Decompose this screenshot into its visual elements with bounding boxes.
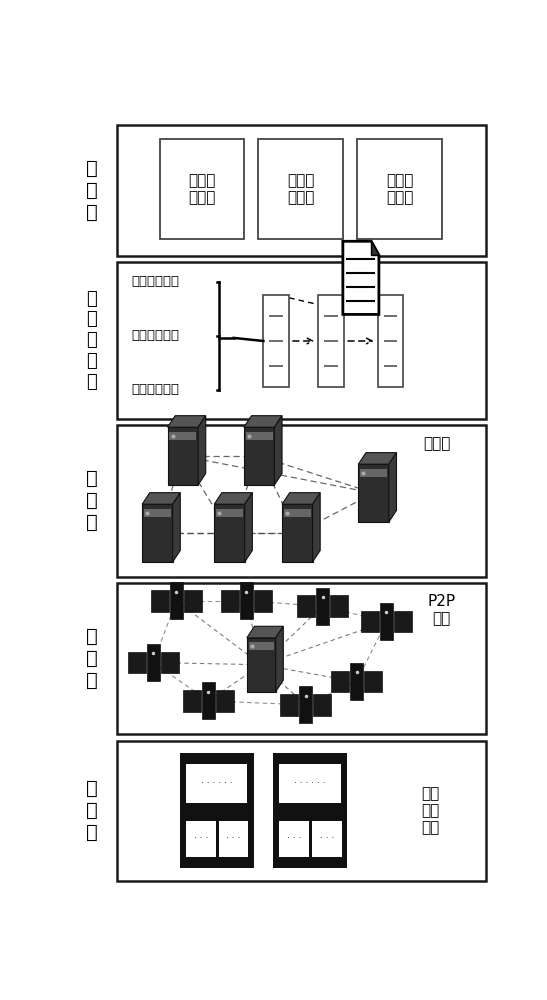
Bar	[240, 582, 253, 619]
Bar	[216, 509, 243, 517]
Polygon shape	[389, 453, 397, 522]
Text: 共
识
层: 共 识 层	[86, 469, 97, 532]
Bar	[280, 764, 341, 803]
Bar	[394, 611, 412, 632]
Bar	[151, 590, 169, 612]
Bar	[184, 590, 202, 612]
Bar	[216, 690, 234, 712]
Polygon shape	[214, 493, 252, 504]
Text: 网
络
层: 网 络 层	[86, 627, 97, 690]
Text: P2P
网络: P2P 网络	[427, 594, 456, 626]
Bar	[117, 125, 486, 256]
Polygon shape	[312, 493, 320, 562]
Bar	[167, 427, 198, 485]
Bar	[358, 139, 443, 239]
Text: 数
据
层: 数 据 层	[86, 779, 97, 842]
Bar	[161, 652, 178, 673]
Bar	[298, 595, 315, 617]
Text: 功
能
实
现
层: 功 能 实 现 层	[86, 290, 97, 391]
Bar	[246, 432, 273, 440]
Bar	[147, 644, 160, 681]
Bar	[142, 504, 173, 562]
Bar	[254, 590, 272, 612]
Bar	[221, 590, 239, 612]
Bar	[280, 694, 298, 716]
Text: · · ·: · · ·	[319, 834, 334, 843]
Bar	[350, 663, 363, 700]
Polygon shape	[167, 416, 206, 427]
Bar	[186, 764, 247, 803]
Polygon shape	[275, 416, 282, 485]
Bar	[247, 638, 276, 692]
Text: 节点路由动作: 节点路由动作	[131, 275, 179, 288]
Polygon shape	[142, 493, 181, 504]
Bar	[186, 821, 216, 857]
Polygon shape	[358, 453, 397, 464]
Polygon shape	[343, 241, 379, 314]
Bar	[183, 690, 201, 712]
Bar	[284, 509, 311, 517]
Text: · · · · · ·: · · · · · ·	[294, 779, 326, 788]
Bar	[331, 671, 349, 692]
Bar	[248, 642, 274, 650]
Text: 联盟链: 联盟链	[423, 436, 451, 451]
Bar	[273, 753, 347, 868]
Bar	[117, 741, 486, 881]
Text: 恶意行为公告: 恶意行为公告	[131, 329, 179, 342]
Text: 黑洞攻
击识别: 黑洞攻 击识别	[287, 173, 315, 206]
Text: · · ·: · · ·	[287, 834, 301, 843]
Bar	[169, 432, 196, 440]
Bar	[380, 603, 393, 640]
Polygon shape	[276, 626, 283, 692]
Bar	[299, 686, 312, 723]
Text: · · · · · ·: · · · · · ·	[201, 779, 232, 788]
Bar	[358, 464, 389, 522]
Polygon shape	[244, 416, 282, 427]
Text: 规定
区块
结构: 规定 区块 结构	[422, 786, 440, 836]
Text: 当前的信誉值: 当前的信誉值	[131, 383, 179, 396]
Bar	[378, 295, 403, 387]
Bar	[264, 295, 289, 387]
Bar	[127, 652, 146, 673]
Bar	[202, 682, 214, 719]
Bar	[170, 582, 183, 619]
Bar	[280, 821, 309, 857]
Bar	[364, 671, 382, 692]
Polygon shape	[371, 241, 379, 255]
Polygon shape	[173, 493, 181, 562]
Bar	[330, 595, 348, 617]
Bar	[117, 425, 486, 577]
Polygon shape	[245, 493, 252, 562]
Bar	[282, 504, 312, 562]
Text: 网络状
态感知: 网络状 态感知	[188, 173, 216, 206]
Text: · · ·: · · ·	[194, 834, 208, 843]
Bar	[258, 139, 343, 239]
Bar	[117, 262, 486, 419]
Bar	[312, 821, 341, 857]
Bar	[179, 753, 254, 868]
Bar	[318, 295, 344, 387]
Bar	[361, 611, 379, 632]
Polygon shape	[282, 493, 320, 504]
Polygon shape	[198, 416, 206, 485]
Text: · · ·: · · ·	[226, 834, 241, 843]
Bar	[160, 139, 245, 239]
Bar	[219, 821, 248, 857]
Text: 节点信
誉参考: 节点信 誉参考	[386, 173, 414, 206]
Bar	[316, 588, 329, 625]
Bar	[244, 427, 275, 485]
Bar	[360, 469, 387, 477]
Polygon shape	[247, 626, 283, 638]
Text: 应
用
层: 应 用 层	[86, 159, 97, 222]
Bar	[117, 583, 486, 734]
Bar	[313, 694, 331, 716]
Bar	[214, 504, 245, 562]
Bar	[144, 509, 171, 517]
